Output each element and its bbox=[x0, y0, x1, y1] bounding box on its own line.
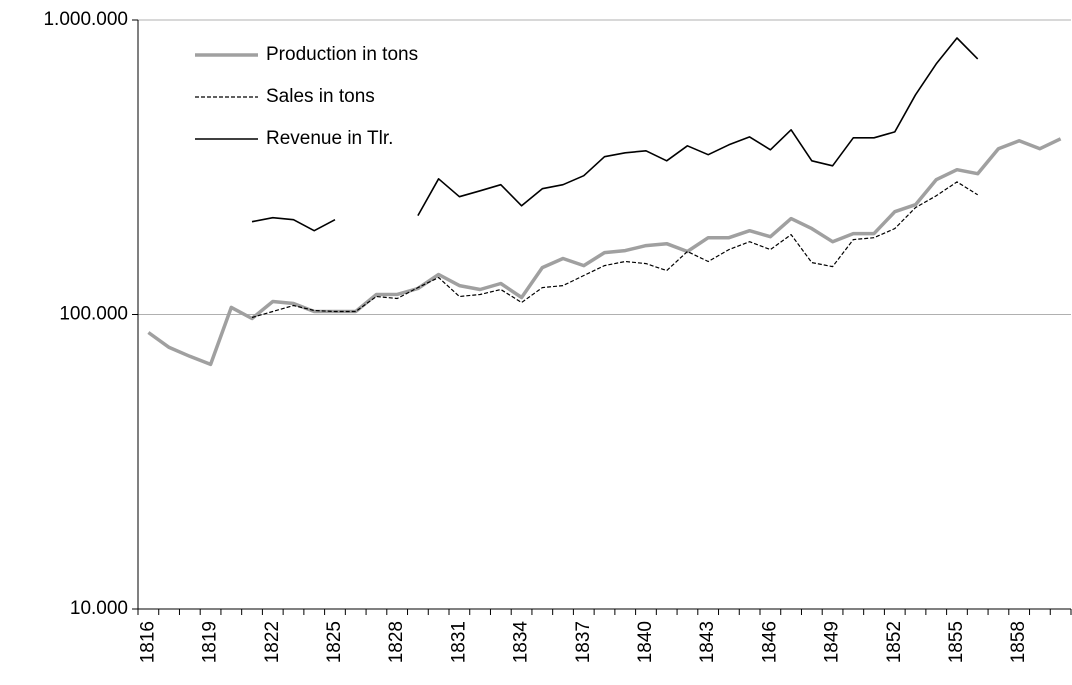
y-tick-label: 1.000.000 bbox=[43, 9, 128, 30]
x-tick-label: 1822 bbox=[262, 621, 283, 663]
legend-label: Revenue in Tlr. bbox=[266, 128, 393, 149]
x-tick-label: 1828 bbox=[386, 621, 407, 663]
x-tick-label: 1834 bbox=[511, 621, 532, 664]
x-tick-label: 1825 bbox=[324, 621, 345, 663]
x-tick-label: 1855 bbox=[946, 621, 967, 663]
legend-label: Production in tons bbox=[266, 44, 418, 65]
x-tick-label: 1837 bbox=[573, 621, 594, 663]
data-line bbox=[251, 37, 979, 232]
y-tick-label: 10.000 bbox=[70, 598, 128, 619]
x-tick-label: 1840 bbox=[635, 621, 656, 663]
x-tick-label: 1816 bbox=[137, 621, 158, 663]
data-line bbox=[147, 137, 1062, 367]
x-tick-label: 1858 bbox=[1008, 621, 1029, 663]
x-tick-label: 1846 bbox=[759, 621, 780, 663]
y-tick-label: 100.000 bbox=[59, 304, 128, 325]
legend-label: Sales in tons bbox=[266, 86, 375, 107]
x-tick-label: 1819 bbox=[200, 621, 221, 663]
x-tick-label: 1849 bbox=[822, 621, 843, 663]
x-tick-label: 1843 bbox=[697, 621, 718, 663]
data-line bbox=[251, 181, 979, 319]
x-tick-label: 1852 bbox=[884, 621, 905, 663]
x-tick-label: 1831 bbox=[448, 621, 469, 663]
